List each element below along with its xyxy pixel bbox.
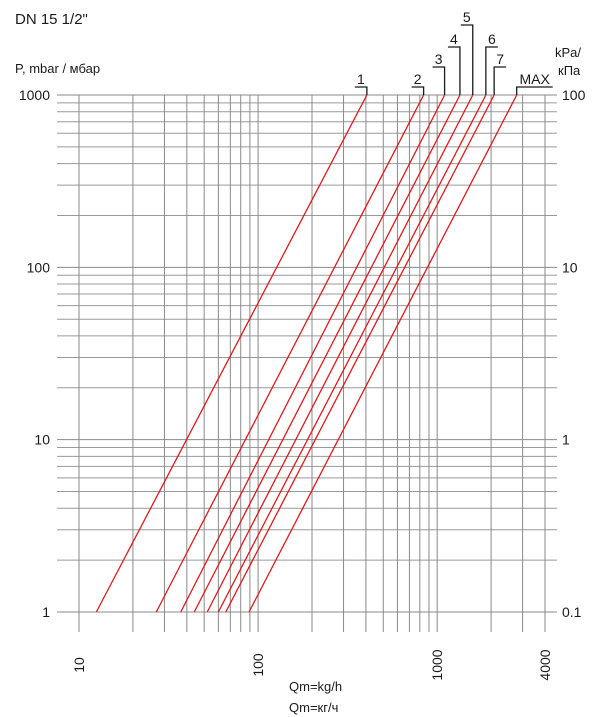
series-label-7: 7 [496, 51, 504, 67]
series-line-max [248, 94, 518, 613]
series-label-1: 1 [357, 71, 365, 87]
series-line-5 [206, 94, 474, 613]
y-tick-label-right: 10 [562, 259, 578, 275]
tick-labels: 1000 100 10 1 100 10 1 0.1 10 100 1000 4000 [19, 87, 586, 681]
y-tick-label-left: 1 [42, 604, 50, 620]
x-tick-label: 10 [71, 657, 87, 673]
y-tick-label-left: 1000 [19, 87, 50, 103]
series-label-max: MAX [520, 71, 551, 87]
series-leader-max [516, 86, 553, 95]
series-label-2: 2 [414, 71, 422, 87]
grid-lines [57, 94, 557, 632]
chart-title: DN 15 1/2" [15, 11, 88, 28]
y-axis-label-right-1: kPa/ [555, 45, 581, 60]
x-axis-label-1: Qm=kg/h [289, 679, 342, 694]
series-leader-3 [432, 66, 446, 95]
x-axis-label-2: Qm=кг/ч [289, 700, 338, 715]
x-tick-label: 100 [250, 653, 266, 677]
y-tick-label-left: 100 [27, 259, 51, 275]
y-axis-label-right-2: кПа [558, 63, 581, 78]
series-line-2 [155, 94, 425, 613]
x-tick-label: 4000 [537, 649, 553, 680]
y-tick-label-right: 0.1 [562, 604, 582, 620]
series-line-1 [95, 94, 368, 613]
series-label-4: 4 [450, 31, 458, 47]
series-label-3: 3 [435, 51, 443, 67]
series-leader-2 [411, 86, 425, 95]
series-line-3 [180, 94, 446, 613]
series-line-6 [217, 94, 487, 613]
series-line-4 [193, 94, 461, 613]
x-tick-label: 1000 [429, 649, 445, 680]
y-axis-label-left: P, mbar / мбар [15, 61, 100, 76]
y-tick-label-left: 10 [34, 432, 50, 448]
series-leader-1 [354, 86, 368, 95]
series-leader-4 [447, 46, 461, 95]
series-leader-5 [460, 24, 474, 95]
series-leader-6 [485, 46, 498, 95]
series-lines [95, 94, 518, 613]
series-label-5: 5 [463, 9, 471, 25]
y-tick-label-right: 1 [562, 432, 570, 448]
series-leader-7 [493, 66, 507, 95]
series-line-7 [225, 94, 495, 613]
series-label-6: 6 [488, 31, 496, 47]
y-tick-label-right: 100 [562, 87, 586, 103]
